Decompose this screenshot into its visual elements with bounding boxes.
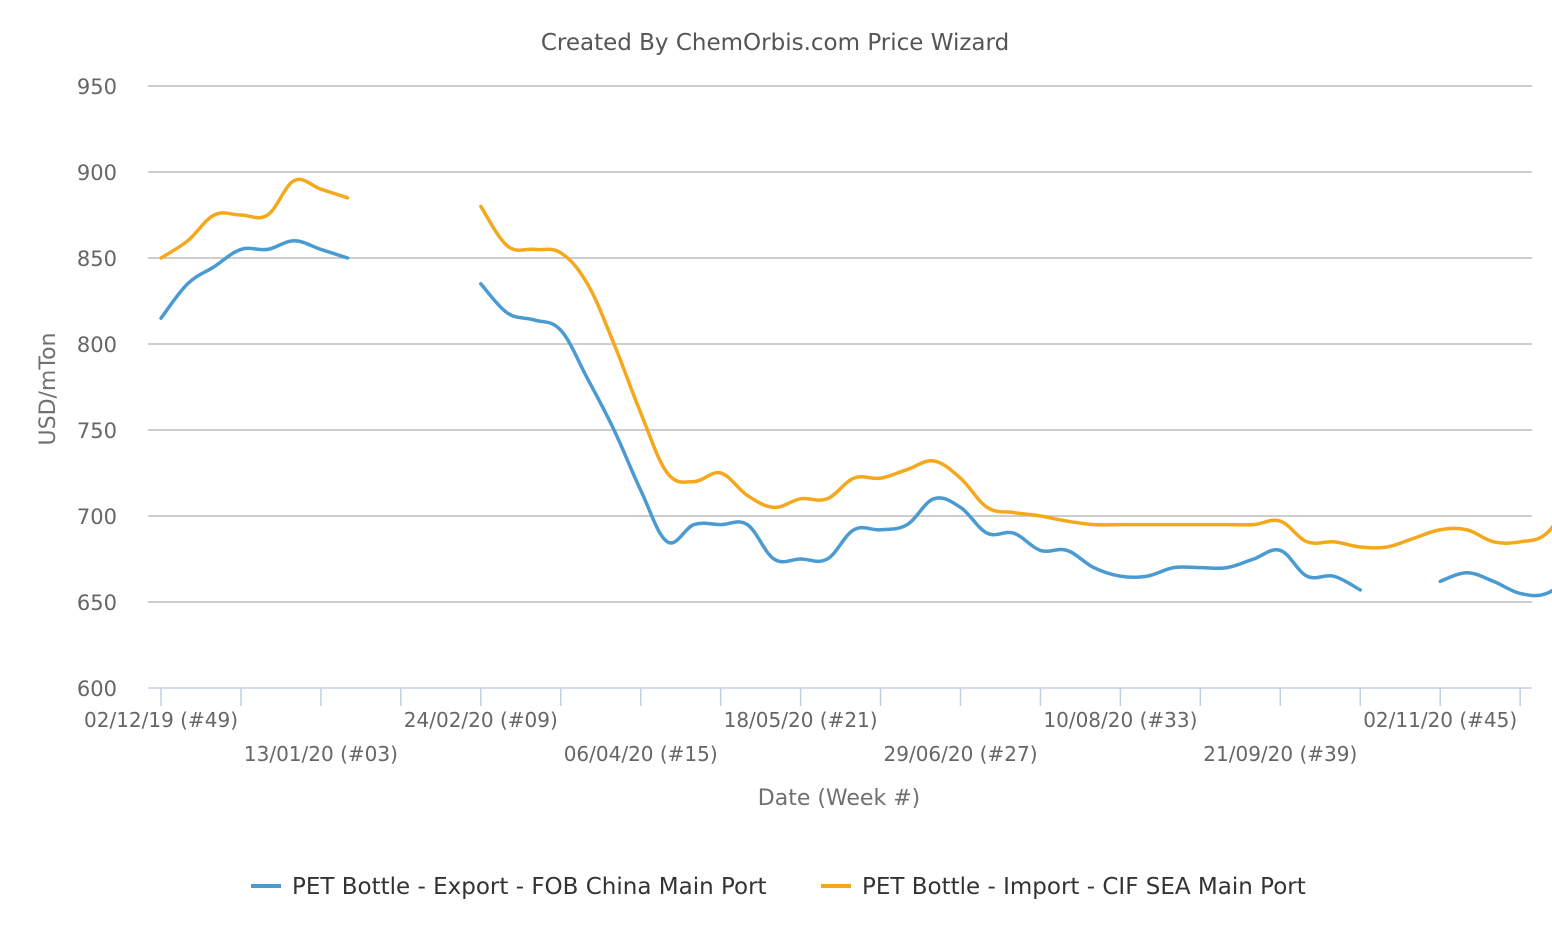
x-tick-label: 24/02/20 (#09) [404,708,558,732]
x-axis: 02/12/19 (#49)13/01/20 (#03)24/02/20 (#0… [84,687,1532,766]
x-tick-label: 29/06/20 (#27) [884,742,1038,766]
y-tick-label: 850 [77,247,117,271]
y-axis-title: USD/mTon [36,333,61,446]
series-line-1[interactable] [159,177,350,260]
legend-label-export: PET Bottle - Export - FOB China Main Por… [292,874,767,900]
series-line-0[interactable] [1438,547,1552,598]
series-line-1[interactable] [479,204,1552,550]
y-axis-ticks: 600 650 700 750 800 850 900 950 [77,75,117,701]
series-lines [159,177,1552,598]
x-tick-label: 18/05/20 (#21) [724,708,878,732]
y-tick-label: 700 [77,505,117,529]
y-tick-label: 950 [77,75,117,99]
legend-item-import[interactable]: PET Bottle - Import - CIF SEA Main Port [821,874,1306,900]
y-tick-label: 800 [77,333,117,357]
x-tick-label: 21/09/20 (#39) [1203,742,1357,766]
x-axis-title: Date (Week #) [758,786,920,811]
x-tick-label: 06/04/20 (#15) [564,742,718,766]
chart-title: Created By ChemOrbis.com Price Wizard [541,30,1009,56]
x-tick-label: 02/11/20 (#45) [1363,708,1517,732]
series-line-0[interactable] [479,282,1362,592]
y-tick-label: 600 [77,677,117,701]
legend-item-export[interactable]: PET Bottle - Export - FOB China Main Por… [251,874,767,900]
y-tick-label: 750 [77,419,117,443]
x-tick-label: 10/08/20 (#33) [1043,708,1197,732]
series-line-0[interactable] [159,239,350,320]
x-tick-label: 02/12/19 (#49) [84,708,238,732]
x-tick-label: 13/01/20 (#03) [244,742,398,766]
grid-lines [148,85,1532,603]
y-tick-label: 650 [77,591,117,615]
y-tick-label: 900 [77,161,117,185]
legend-label-import: PET Bottle - Import - CIF SEA Main Port [862,874,1306,900]
legend: PET Bottle - Export - FOB China Main Por… [251,874,1306,900]
